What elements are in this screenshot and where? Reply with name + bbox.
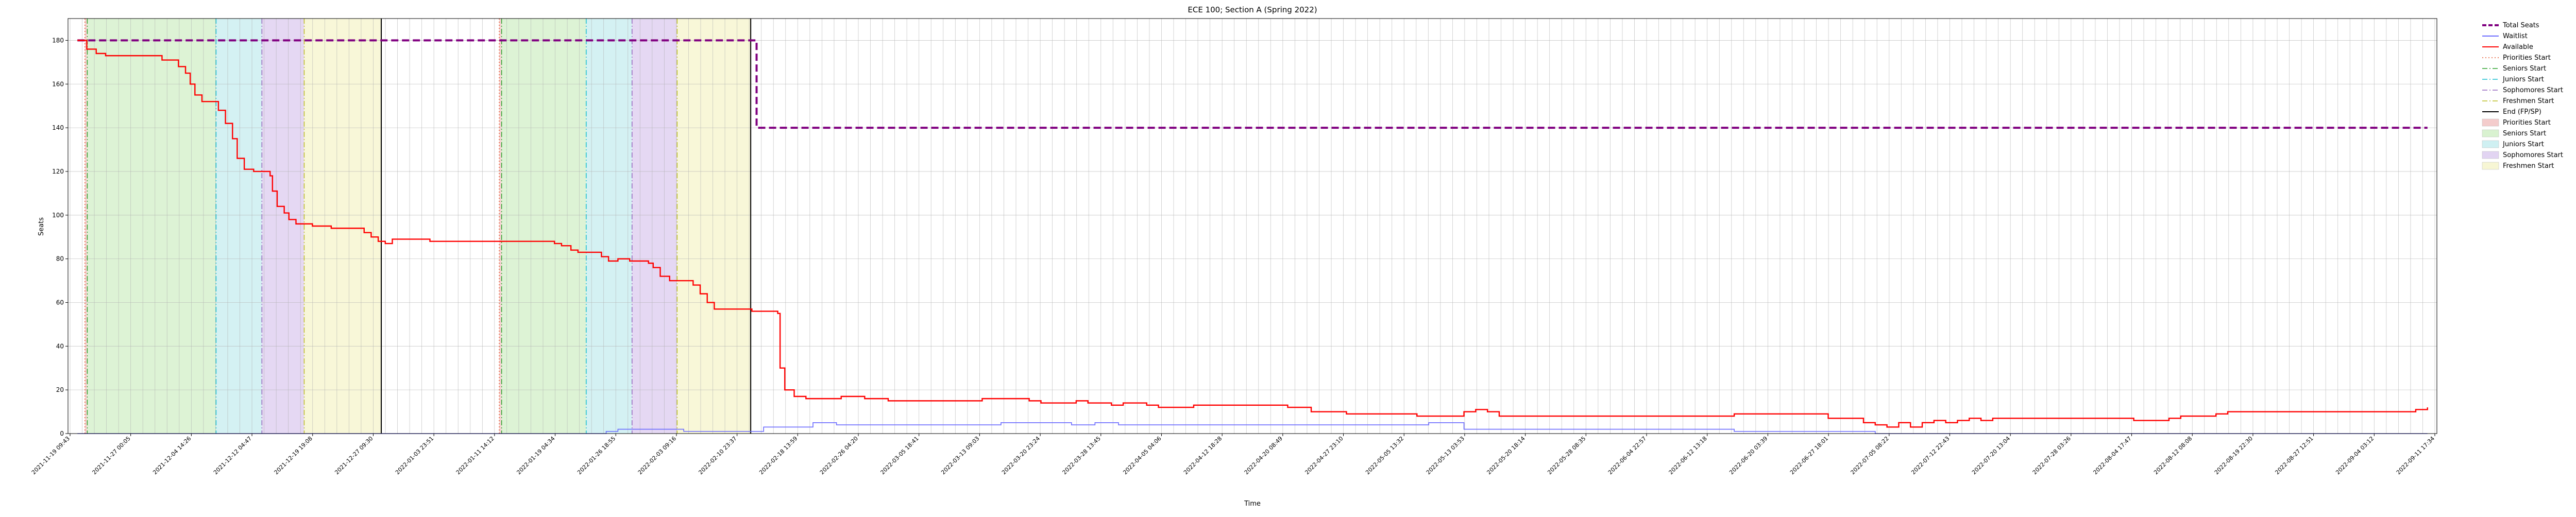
legend-label: Available bbox=[2503, 43, 2533, 51]
y-tick-label: 20 bbox=[56, 386, 64, 393]
legend-label: Sophomores Start bbox=[2503, 87, 2563, 94]
legend-swatch bbox=[2482, 129, 2499, 137]
legend-label: Sophomores Start bbox=[2503, 151, 2563, 159]
plot-frame bbox=[67, 18, 2437, 434]
legend-label: Waitlist bbox=[2503, 32, 2528, 40]
chart-title: ECE 100; Section A (Spring 2022) bbox=[1188, 5, 1317, 14]
y-tick-label: 180 bbox=[52, 37, 64, 44]
legend-label: Seniors Start bbox=[2503, 130, 2546, 137]
phase-span bbox=[586, 19, 632, 434]
y-axis: 0 20 40 60 80 100 120 140 160 180 bbox=[52, 37, 68, 437]
legend-label: Total Seats bbox=[2502, 22, 2539, 29]
legend-swatch bbox=[2482, 151, 2499, 159]
phase-span bbox=[501, 19, 586, 434]
phase-span bbox=[216, 19, 262, 434]
phase-span bbox=[84, 19, 88, 434]
phase-lines bbox=[84, 19, 752, 434]
legend-swatch bbox=[2482, 118, 2499, 127]
legend-label: Juniors Start bbox=[2502, 141, 2544, 148]
legend-label: End (FP/SP) bbox=[2503, 108, 2541, 116]
y-tick-label: 140 bbox=[52, 124, 64, 131]
y-tick-label: 40 bbox=[56, 342, 64, 350]
legend-label: Freshmen Start bbox=[2503, 162, 2554, 170]
legend-label: Juniors Start bbox=[2502, 76, 2544, 83]
phase-span bbox=[262, 19, 304, 434]
series-line bbox=[77, 39, 2428, 129]
legend-label: Priorities Start bbox=[2503, 119, 2551, 127]
y-axis-label: Seats bbox=[38, 217, 45, 236]
phase-span bbox=[499, 19, 502, 434]
legend-label: Seniors Start bbox=[2503, 65, 2546, 73]
legend-swatch bbox=[2482, 162, 2499, 170]
y-tick-label: 0 bbox=[60, 430, 64, 437]
y-tick-label: 120 bbox=[52, 168, 64, 175]
series-line bbox=[77, 40, 2428, 428]
legend-label: Freshmen Start bbox=[2503, 97, 2554, 105]
phase-span bbox=[632, 19, 677, 434]
y-tick-label: 100 bbox=[52, 212, 64, 219]
legend-swatch bbox=[2482, 140, 2499, 148]
y-tick-label: 80 bbox=[56, 255, 64, 263]
y-tick-label: 160 bbox=[52, 80, 64, 88]
legend: Total Seats Waitlist Available Priorities S… bbox=[2482, 22, 2563, 170]
y-tick-label: 60 bbox=[56, 299, 64, 306]
series-line bbox=[77, 422, 2428, 434]
legend-label: Priorities Start bbox=[2503, 54, 2551, 62]
series-lines bbox=[77, 39, 2428, 434]
x-axis-label: Time bbox=[1244, 500, 1261, 508]
phase-span bbox=[677, 19, 751, 434]
